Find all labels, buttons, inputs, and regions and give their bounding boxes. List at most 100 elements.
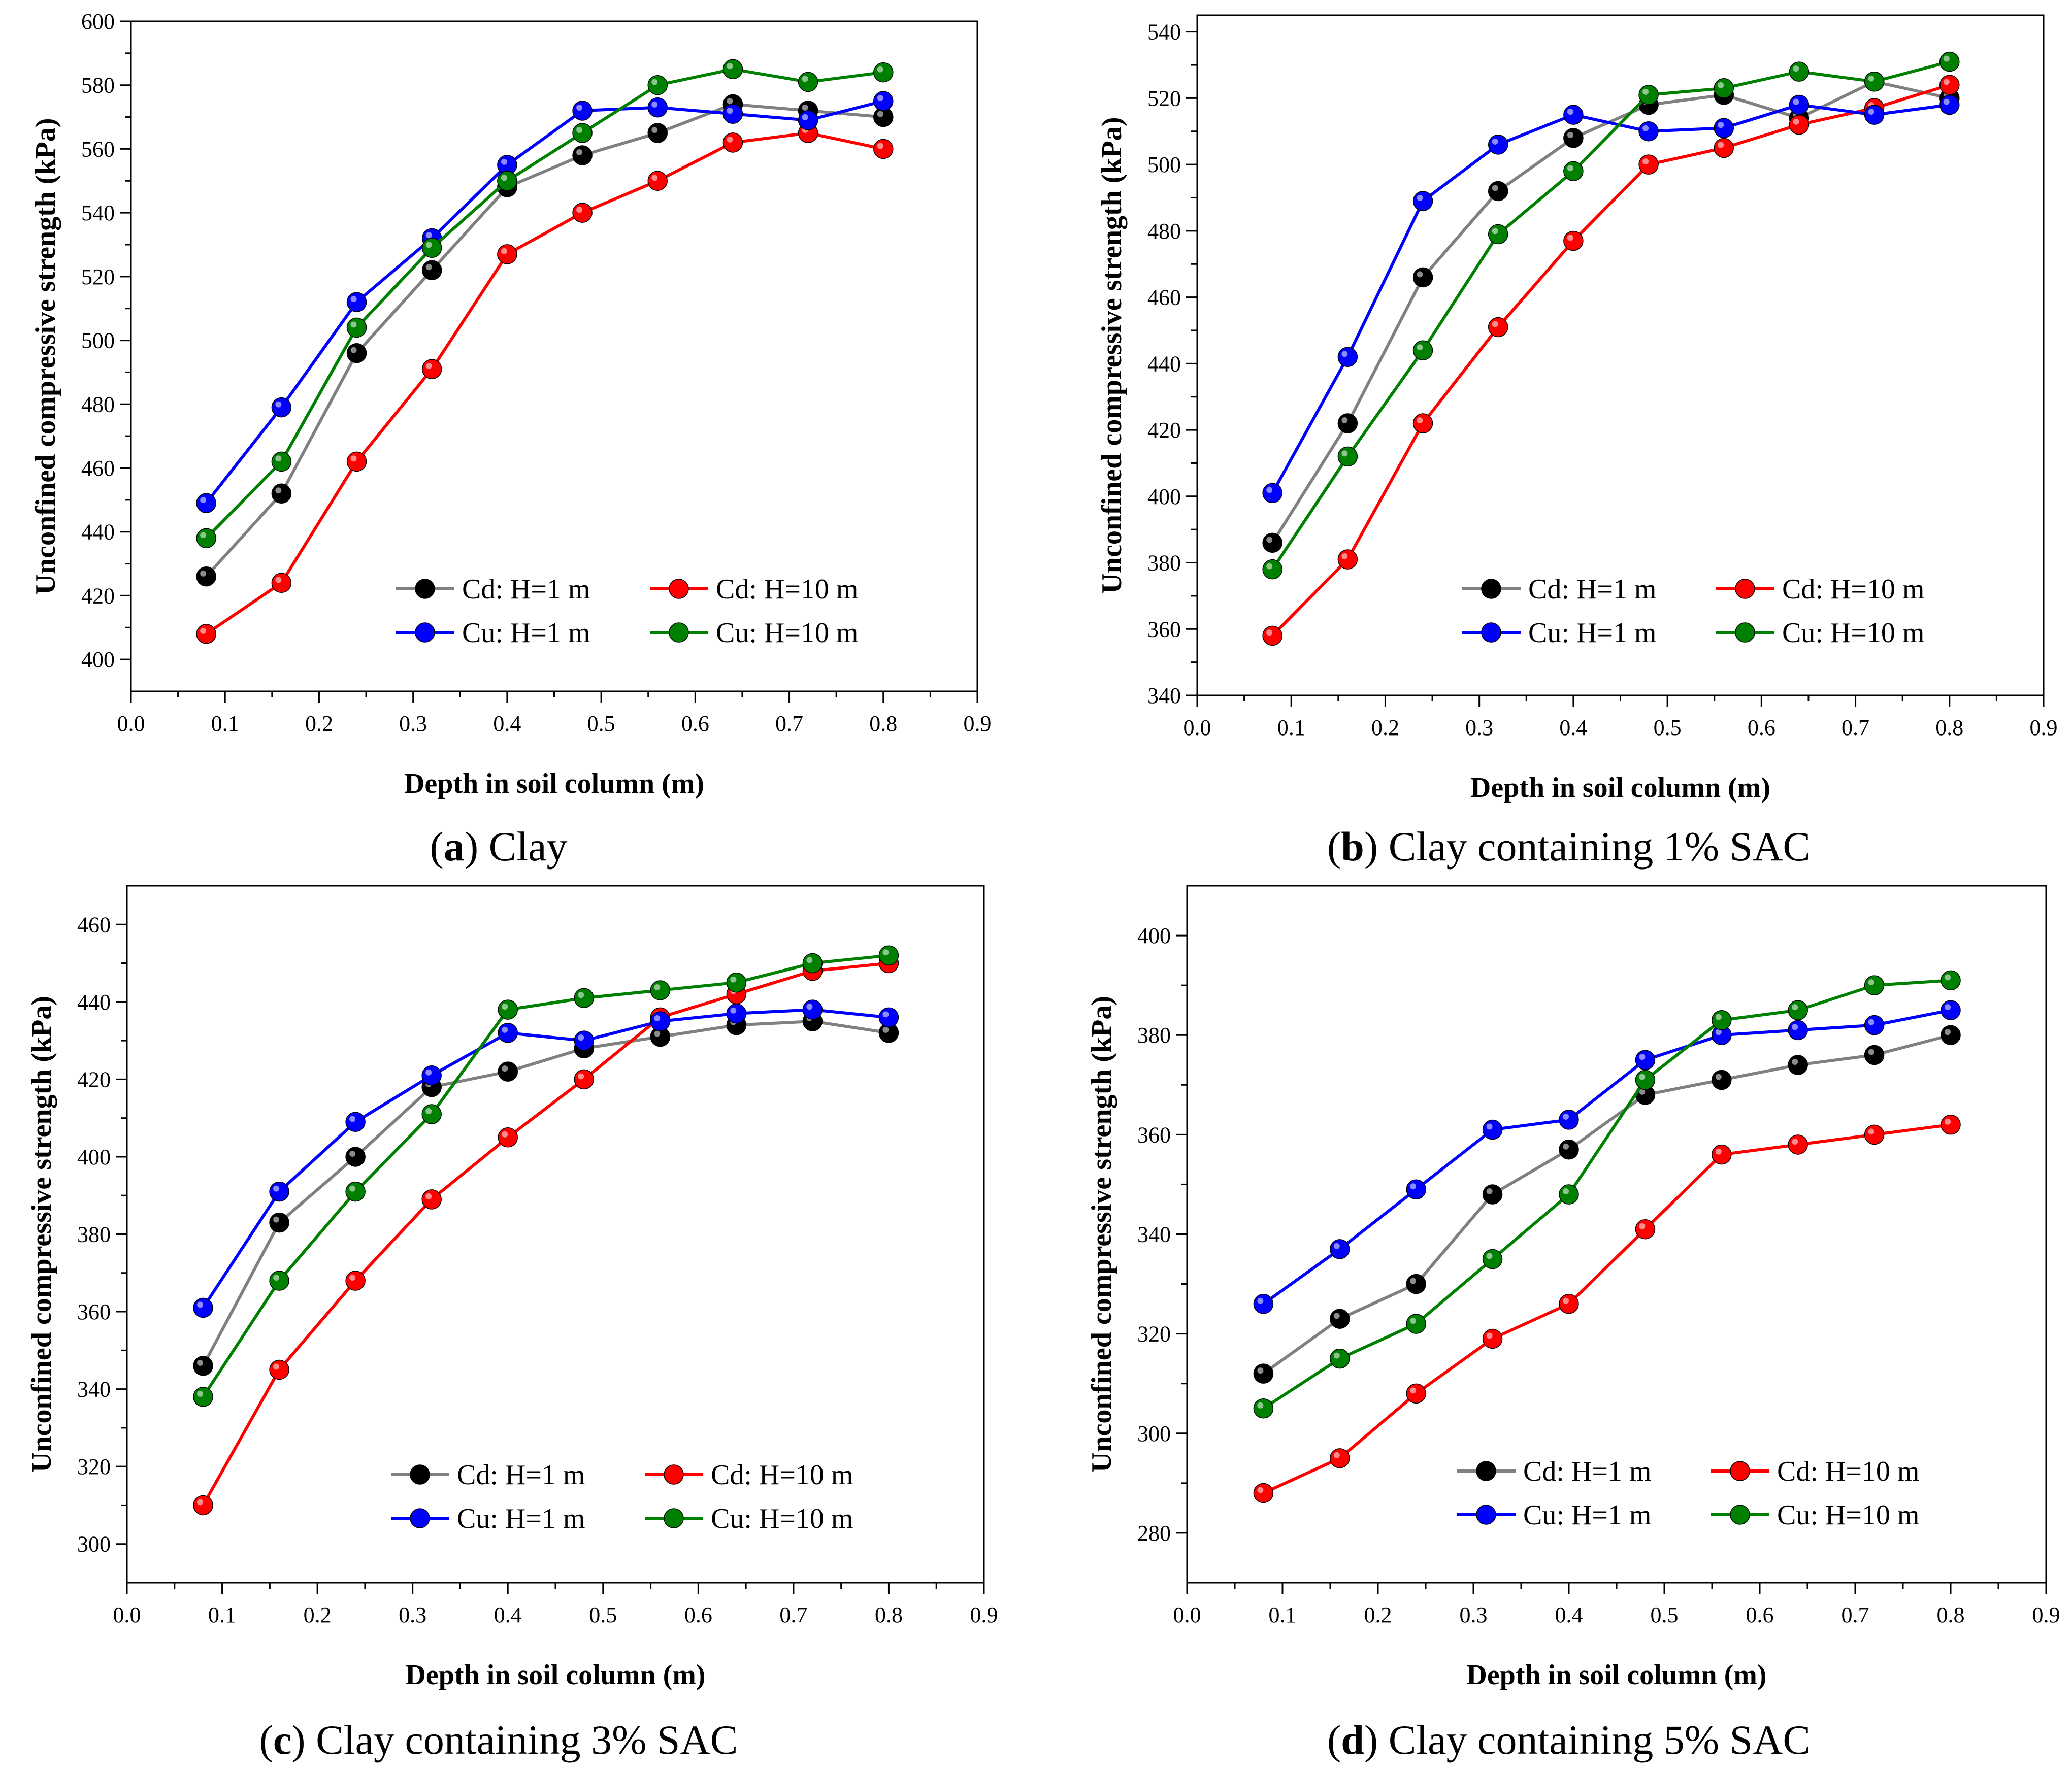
data-point-cd-h10 [1941, 1114, 1961, 1135]
x-tick-label: 0.9 [2030, 715, 2058, 740]
data-point-cd-h10 [1406, 1383, 1426, 1404]
panel-caption: (c) Clay containing 3% SAC [259, 1717, 738, 1763]
x-tick-label: 0.5 [589, 1602, 617, 1627]
data-point-cu-h10 [722, 59, 743, 80]
data-point-cd-h10 [574, 1069, 595, 1090]
legend: Cd: H=1 m Cd: H=10 m Cu: H=1 m Cu: H=10 m [1457, 1456, 1920, 1531]
series-line-cd-h1 [1262, 1033, 1951, 1375]
x-axis-title: Depth in soil column (m) [404, 768, 704, 799]
data-point-cd-h10 [193, 1495, 213, 1516]
legend-marker-cd-h10 [664, 1464, 684, 1485]
legend-label-cu-h1: Cu: H=1 m [457, 1503, 585, 1534]
data-point-highlight [1715, 1014, 1722, 1020]
data-point-highlight [727, 98, 733, 105]
data-point-cd-h1 [196, 566, 216, 587]
series-line-cu-h1 [205, 99, 884, 504]
data-point-cd-h10 [345, 1271, 366, 1291]
data-point-cd-h1 [498, 1061, 518, 1082]
caption-letter: c [273, 1717, 291, 1763]
data-point-highlight [1792, 1059, 1798, 1065]
series-line-cd-h10 [1263, 1123, 1951, 1495]
y-tick-label: 520 [1147, 86, 1181, 111]
data-point-highlight [1718, 82, 1724, 88]
data-point-cd-h1 [346, 343, 367, 363]
data-point-cd-h10 [1638, 154, 1659, 175]
data-point-highlight [349, 1150, 356, 1157]
data-point-cu-h10 [193, 1387, 213, 1407]
legend-label-cu-h1: Cu: H=1 m [462, 617, 590, 649]
data-point-highlight [425, 232, 432, 239]
y-tick-label: 460 [81, 456, 115, 481]
legend-marker-cd-h1 [415, 579, 435, 599]
data-point-highlight [1868, 1019, 1874, 1025]
data-point-highlight [1486, 1188, 1493, 1195]
legend: Cd: H=1 m Cd: H=10 m Cu: H=1 m Cu: H=10 m [391, 1459, 853, 1534]
data-point-highlight [350, 296, 357, 303]
data-point-highlight [730, 1007, 737, 1014]
data-point-cu-h1 [271, 397, 292, 418]
legend-marker-cu-h10 [1730, 1505, 1750, 1525]
data-point-highlight [1793, 65, 1799, 72]
y-tick-label: 440 [81, 520, 115, 545]
data-point-cd-h10 [1712, 1144, 1732, 1165]
x-tick-label: 0.7 [779, 1602, 807, 1627]
data-point-cu-h1 [1789, 94, 1810, 115]
y-tick-label: 440 [77, 990, 111, 1015]
data-point-highlight [651, 101, 658, 108]
data-point-highlight [802, 114, 808, 120]
chart-panel-a: 0.0 0.1 0.2 0.3 0.4 0.5 0.6 0.7 0.8 0.9 400 420 440 4… [30, 9, 992, 870]
data-point-cd-h10 [1488, 317, 1508, 338]
x-tick-label: 0.3 [1465, 715, 1493, 740]
data-point-highlight [730, 976, 737, 983]
data-point-cd-h1 [1482, 1184, 1503, 1205]
data-point-cd-h10 [271, 573, 292, 593]
data-point-highlight [200, 627, 207, 634]
data-point-highlight [502, 1026, 508, 1033]
data-point-cd-h1 [1941, 1025, 1961, 1045]
data-point-highlight [1945, 974, 1951, 981]
data-point-highlight [877, 111, 883, 117]
data-point-cu-h1 [1330, 1239, 1350, 1259]
data-point-cd-h1 [1563, 128, 1584, 148]
data-point-highlight [727, 136, 733, 143]
data-point-highlight [1639, 1088, 1646, 1095]
x-tick-label: 0.1 [211, 711, 239, 736]
data-point-highlight [200, 497, 207, 504]
caption-text: ) Clay [465, 823, 568, 870]
data-point-cu-h10 [345, 1181, 366, 1202]
x-tick-label: 0.2 [1371, 715, 1399, 740]
data-point-cu-h1 [421, 1065, 442, 1086]
data-point-highlight [1945, 1118, 1951, 1125]
data-point-highlight [349, 1116, 356, 1122]
data-point-highlight [273, 1185, 280, 1192]
data-point-highlight [1639, 1074, 1646, 1080]
data-point-cd-h10 [1635, 1219, 1656, 1240]
series-line-cd-h10 [202, 961, 889, 1506]
data-point-highlight [197, 1359, 204, 1366]
data-point-highlight [1417, 344, 1423, 351]
y-tick-label: 500 [81, 328, 115, 353]
data-point-cu-h1 [346, 292, 367, 312]
data-point-cd-h1 [572, 145, 593, 165]
legend-label-cu-h10: Cu: H=10 m [1782, 617, 1925, 649]
data-point-highlight [1943, 55, 1950, 62]
panel-caption: (b) Clay containing 1% SAC [1327, 823, 1811, 870]
data-point-cd-h10 [1253, 1483, 1274, 1503]
data-point-cu-h10 [271, 451, 292, 472]
data-point-highlight [1715, 1148, 1722, 1155]
data-point-cd-h10 [873, 139, 894, 159]
legend-marker-cd-h1 [410, 1464, 430, 1485]
data-point-highlight [877, 66, 883, 73]
y-tick-label: 380 [1147, 551, 1181, 576]
data-point-highlight [1492, 321, 1498, 327]
data-point-highlight [425, 1193, 432, 1199]
data-point-cu-h1 [1406, 1179, 1426, 1199]
data-point-cd-h10 [196, 624, 216, 644]
x-tick-label: 0.2 [305, 711, 333, 736]
y-tick-label: 320 [1137, 1322, 1171, 1347]
y-tick-label: 400 [1137, 923, 1171, 948]
x-tick-label: 0.1 [208, 1602, 236, 1627]
data-point-highlight [806, 957, 813, 963]
legend-label-cu-h10: Cu: H=10 m [1777, 1499, 1920, 1531]
data-point-highlight [200, 570, 207, 577]
